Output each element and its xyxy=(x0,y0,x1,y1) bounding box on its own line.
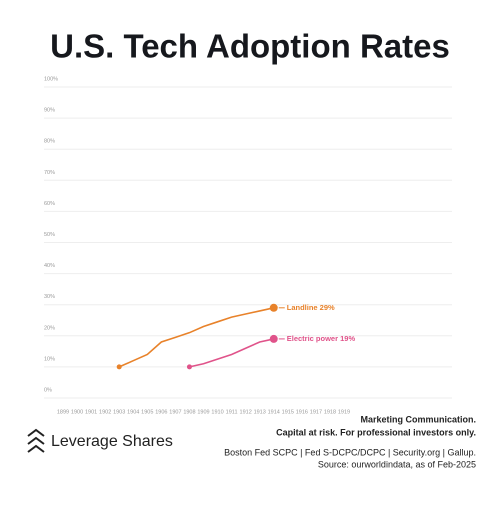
y-tick-label: 10% xyxy=(44,356,55,362)
x-tick-label: 1913 xyxy=(254,409,266,415)
x-tick-label: 1919 xyxy=(338,409,350,415)
x-tick-label: 1902 xyxy=(99,409,111,415)
x-tick-label: 1903 xyxy=(113,409,125,415)
x-tick-label: 1905 xyxy=(141,409,153,415)
brand: Leverage Shares xyxy=(51,433,173,450)
x-tick-label: 1918 xyxy=(324,409,336,415)
x-tick-label: 1912 xyxy=(240,409,252,415)
y-tick-label: 20% xyxy=(44,325,55,331)
x-tick-label: 1915 xyxy=(282,409,294,415)
x-tick-label: 1909 xyxy=(197,409,209,415)
end-point xyxy=(269,303,278,312)
x-tick-label: 1914 xyxy=(268,409,280,415)
y-tick-label: 70% xyxy=(44,170,55,176)
y-tick-label: 60% xyxy=(44,201,55,207)
x-tick-label: 1899 xyxy=(57,409,69,415)
end-point xyxy=(269,334,278,343)
x-tick-label: 1906 xyxy=(155,409,167,415)
x-tick-label: 1901 xyxy=(85,409,97,415)
x-tick-label: 1904 xyxy=(127,409,139,415)
y-tick-label: 80% xyxy=(44,139,55,145)
y-tick-label: 0% xyxy=(44,387,52,393)
sources: Boston Fed SCPC | Fed S-DCPC/DCPC | Secu… xyxy=(224,447,476,457)
end-label: Landline 29% xyxy=(287,303,335,312)
source-note: Source: ourworldindata, as of Feb-2025 xyxy=(318,459,476,469)
x-tick-label: 1908 xyxy=(183,409,195,415)
start-point xyxy=(116,364,122,370)
x-tick-label: 1916 xyxy=(296,409,308,415)
start-point xyxy=(186,364,192,370)
y-tick-label: 90% xyxy=(44,108,55,114)
y-tick-label: 100% xyxy=(44,76,58,82)
chart-title: U.S. Tech Adoption Rates xyxy=(50,28,450,65)
end-label: Electric power 19% xyxy=(287,334,356,343)
logo xyxy=(27,428,45,453)
y-tick-label: 40% xyxy=(44,263,55,269)
y-tick-label: 50% xyxy=(44,232,55,238)
y-tick-label: 30% xyxy=(44,294,55,300)
series-line xyxy=(118,307,274,368)
x-tick-label: 1900 xyxy=(71,409,83,415)
disclaimer: Marketing Communication. xyxy=(360,414,476,424)
x-tick-label: 1910 xyxy=(211,409,223,415)
x-tick-label: 1911 xyxy=(226,409,238,415)
x-tick-label: 1907 xyxy=(169,409,181,415)
x-tick-label: 1917 xyxy=(310,409,322,415)
disclaimer: Capital at risk. For professional invest… xyxy=(276,427,476,437)
series-line xyxy=(189,338,274,368)
